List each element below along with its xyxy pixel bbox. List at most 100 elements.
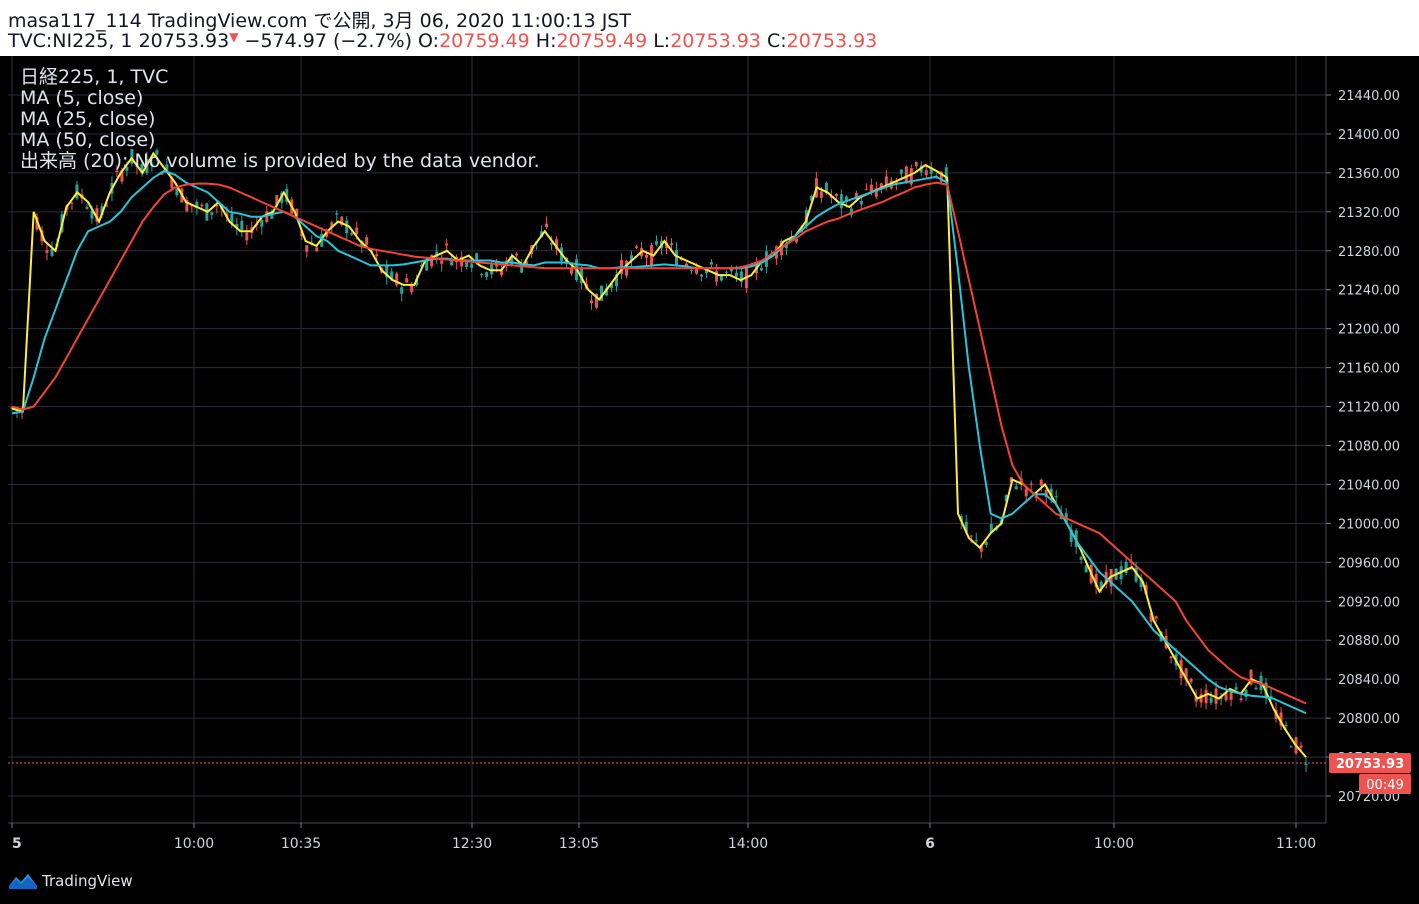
candle-body xyxy=(1254,687,1258,690)
high-value: 20759.49 xyxy=(556,30,648,52)
candle-body xyxy=(784,244,788,249)
candle-body xyxy=(85,206,89,209)
candle-body xyxy=(724,271,728,273)
price-tick-label: 21400.00 xyxy=(1338,128,1400,143)
legend-symbol[interactable]: 日経225, 1, TVC xyxy=(20,66,169,88)
price-tick-label: 21240.00 xyxy=(1338,284,1400,299)
time-tick-label: 10:00 xyxy=(1094,836,1134,852)
candle-body xyxy=(1199,694,1203,703)
candle-body xyxy=(170,178,174,188)
candle-body xyxy=(125,166,129,171)
candle-body xyxy=(1049,488,1053,496)
candle-body xyxy=(1249,669,1253,685)
candle-body xyxy=(854,192,858,200)
candle-body xyxy=(155,150,159,155)
candle-body xyxy=(100,206,104,215)
chart-canvas[interactable]: 20720.0020760.0020800.0020840.0020880.00… xyxy=(0,56,1419,866)
candle-body xyxy=(175,188,179,196)
candle-body xyxy=(1014,486,1018,490)
candle-body xyxy=(1029,483,1033,485)
candle-body xyxy=(595,293,599,308)
candle-body xyxy=(759,267,763,271)
candle-body xyxy=(550,242,554,245)
legend-volume[interactable]: 出来高 (20): No volume is provided by the d… xyxy=(20,150,540,172)
candle-body xyxy=(899,169,903,174)
candle-body xyxy=(600,285,604,301)
plot-area xyxy=(8,56,1326,823)
candle-body xyxy=(340,216,344,226)
candle-body xyxy=(260,219,264,227)
candle-body xyxy=(190,205,194,207)
candle-body xyxy=(545,223,549,228)
candle-body xyxy=(305,245,309,252)
price-tick-label: 21120.00 xyxy=(1338,401,1400,416)
candle-body xyxy=(1009,477,1013,483)
candle-body xyxy=(345,220,349,234)
brand[interactable]: TradingView xyxy=(8,872,133,890)
candle-body xyxy=(1149,613,1153,622)
candle-body xyxy=(1224,692,1228,701)
candle-body xyxy=(1124,561,1128,574)
price-tick-label: 21160.00 xyxy=(1338,362,1400,377)
candle-body xyxy=(674,250,678,266)
candle-body xyxy=(210,212,214,215)
price-tick-label: 21320.00 xyxy=(1338,206,1400,221)
candle-body xyxy=(375,254,379,257)
legend-ma25[interactable]: MA (25, close) xyxy=(20,108,156,130)
candle-body xyxy=(150,163,154,167)
candle-body xyxy=(969,535,973,537)
series-line-ma-5-close- xyxy=(11,151,1307,758)
candle-body xyxy=(1054,496,1058,498)
legend-ma50[interactable]: MA (50, close) xyxy=(20,129,156,151)
time-tick-label: 6 xyxy=(925,836,935,852)
price-change: −574.97 (−2.7%) xyxy=(244,30,412,52)
brand-label: TradingView xyxy=(42,872,133,890)
candle-body xyxy=(105,205,109,207)
candle-body xyxy=(819,191,823,198)
price-tick-label: 21440.00 xyxy=(1338,89,1400,104)
price-axis: 20720.0020760.0020800.0020840.0020880.00… xyxy=(1326,89,1400,805)
candle-body xyxy=(410,285,414,293)
legend-ma5[interactable]: MA (5, close) xyxy=(20,87,144,109)
open-value: 20759.49 xyxy=(439,30,530,52)
grid xyxy=(8,56,1326,823)
candle-body xyxy=(964,521,968,533)
candle-body xyxy=(555,239,559,249)
candle-body xyxy=(1304,763,1308,765)
candle-body xyxy=(1004,495,1008,502)
close-value: 20753.93 xyxy=(786,30,878,52)
down-triangle-icon: ▼ xyxy=(229,30,239,44)
price-tick-label: 21000.00 xyxy=(1338,517,1400,532)
candle-body xyxy=(570,267,574,274)
candle-body xyxy=(315,247,319,252)
candle-body xyxy=(590,300,594,304)
candle-body xyxy=(689,270,693,272)
candle-body xyxy=(90,210,94,219)
candle-body xyxy=(185,199,189,212)
time-tick-label: 10:00 xyxy=(174,836,214,852)
candle-body xyxy=(864,188,868,190)
candle-body xyxy=(275,195,279,205)
candle-body xyxy=(70,202,74,204)
candle-body xyxy=(1139,577,1143,588)
time-tick-label: 10:35 xyxy=(281,836,321,852)
candle-body xyxy=(200,204,204,207)
candle-body xyxy=(739,271,743,282)
candle-body xyxy=(1289,746,1293,748)
price-tick-label: 20960.00 xyxy=(1338,556,1400,571)
candle-body xyxy=(655,241,659,245)
low-value: 20753.93 xyxy=(670,30,761,52)
candle-body xyxy=(679,259,683,261)
price-chart[interactable]: 20720.0020760.0020800.0020840.0020880.00… xyxy=(0,56,1419,866)
candle-body xyxy=(285,188,289,202)
candle-body xyxy=(1189,678,1193,683)
price-tick-label: 21040.00 xyxy=(1338,478,1400,493)
candle-body xyxy=(245,232,249,241)
candle-body xyxy=(884,176,888,188)
candle-body xyxy=(335,213,339,215)
candle-body xyxy=(1234,687,1238,690)
candle-body xyxy=(440,260,444,264)
candle-body xyxy=(714,271,718,282)
candle-body xyxy=(425,260,429,271)
candle-body xyxy=(580,268,584,284)
